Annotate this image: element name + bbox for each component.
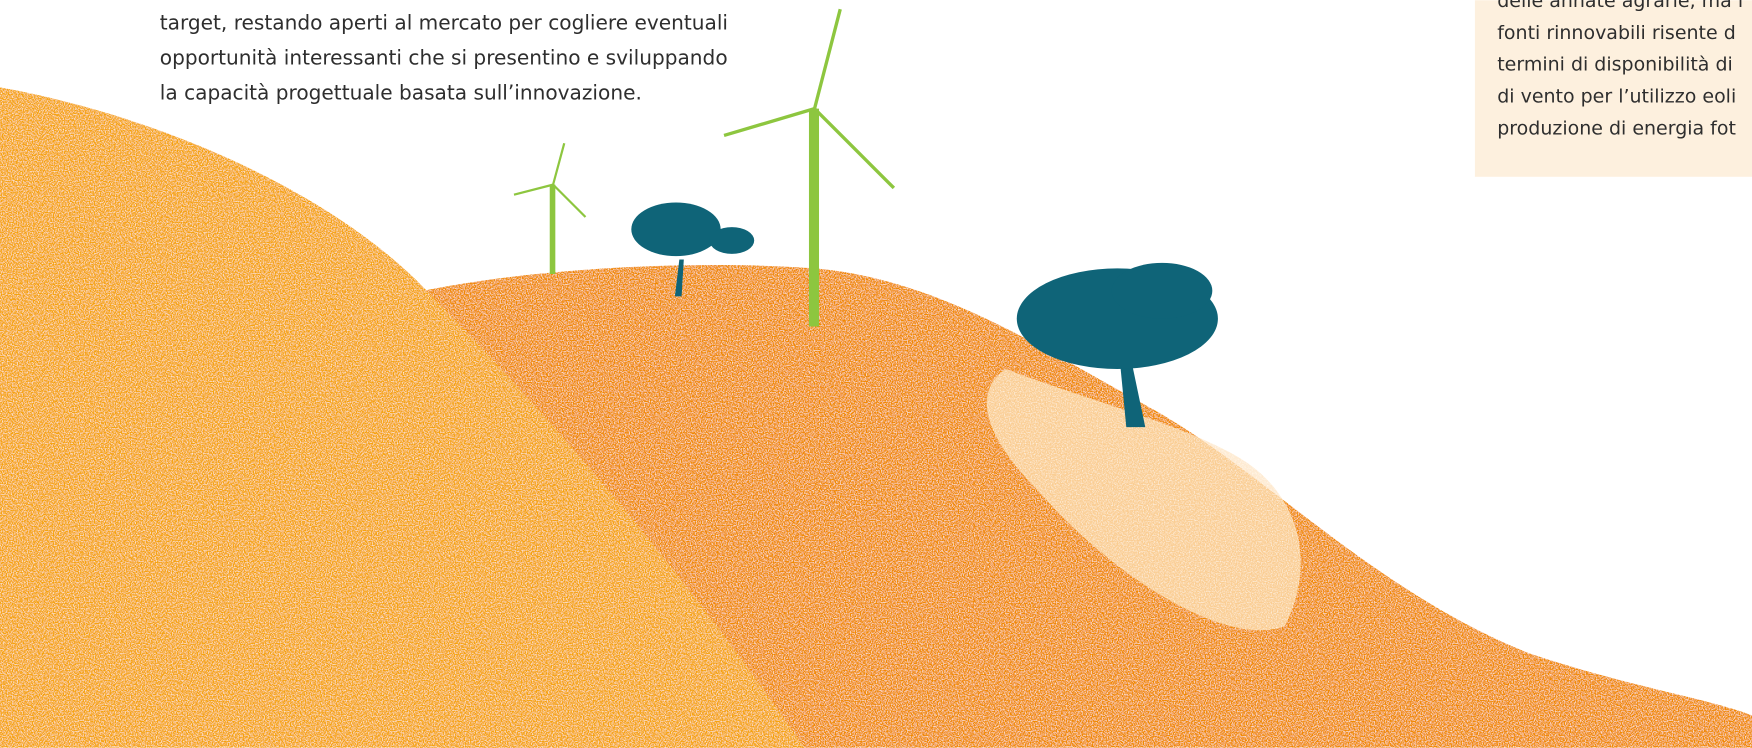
tree-small [631, 202, 755, 297]
front-hill [0, 87, 805, 748]
text-line: opportunità interessanti che si presenti… [160, 45, 728, 69]
tree-large [1016, 262, 1218, 428]
text-line: delle annate agrarie, ma l [1497, 0, 1743, 12]
hill-light [986, 368, 1301, 631]
turbine-small [513, 142, 587, 274]
text-line: produzione di energia fot [1497, 117, 1736, 139]
sidebar-box [1474, 0, 1752, 177]
text-line: la capacità progettuale basata sull’inno… [160, 81, 642, 105]
turbine-large [723, 8, 896, 327]
intro-text: target, restando aperti al mercato per c… [160, 10, 728, 104]
text-line: di vento per l’utilizzo eoli [1497, 85, 1736, 107]
text-line: target, restando aperti al mercato per c… [160, 10, 728, 34]
sidebar-text: delle annate agrarie, ma l fonti rinnovab… [1497, 0, 1743, 139]
text-line: fonti rinnovabili risente d [1497, 22, 1736, 44]
text-line: termini di disponibilità di [1497, 54, 1733, 76]
hills [0, 87, 1752, 748]
